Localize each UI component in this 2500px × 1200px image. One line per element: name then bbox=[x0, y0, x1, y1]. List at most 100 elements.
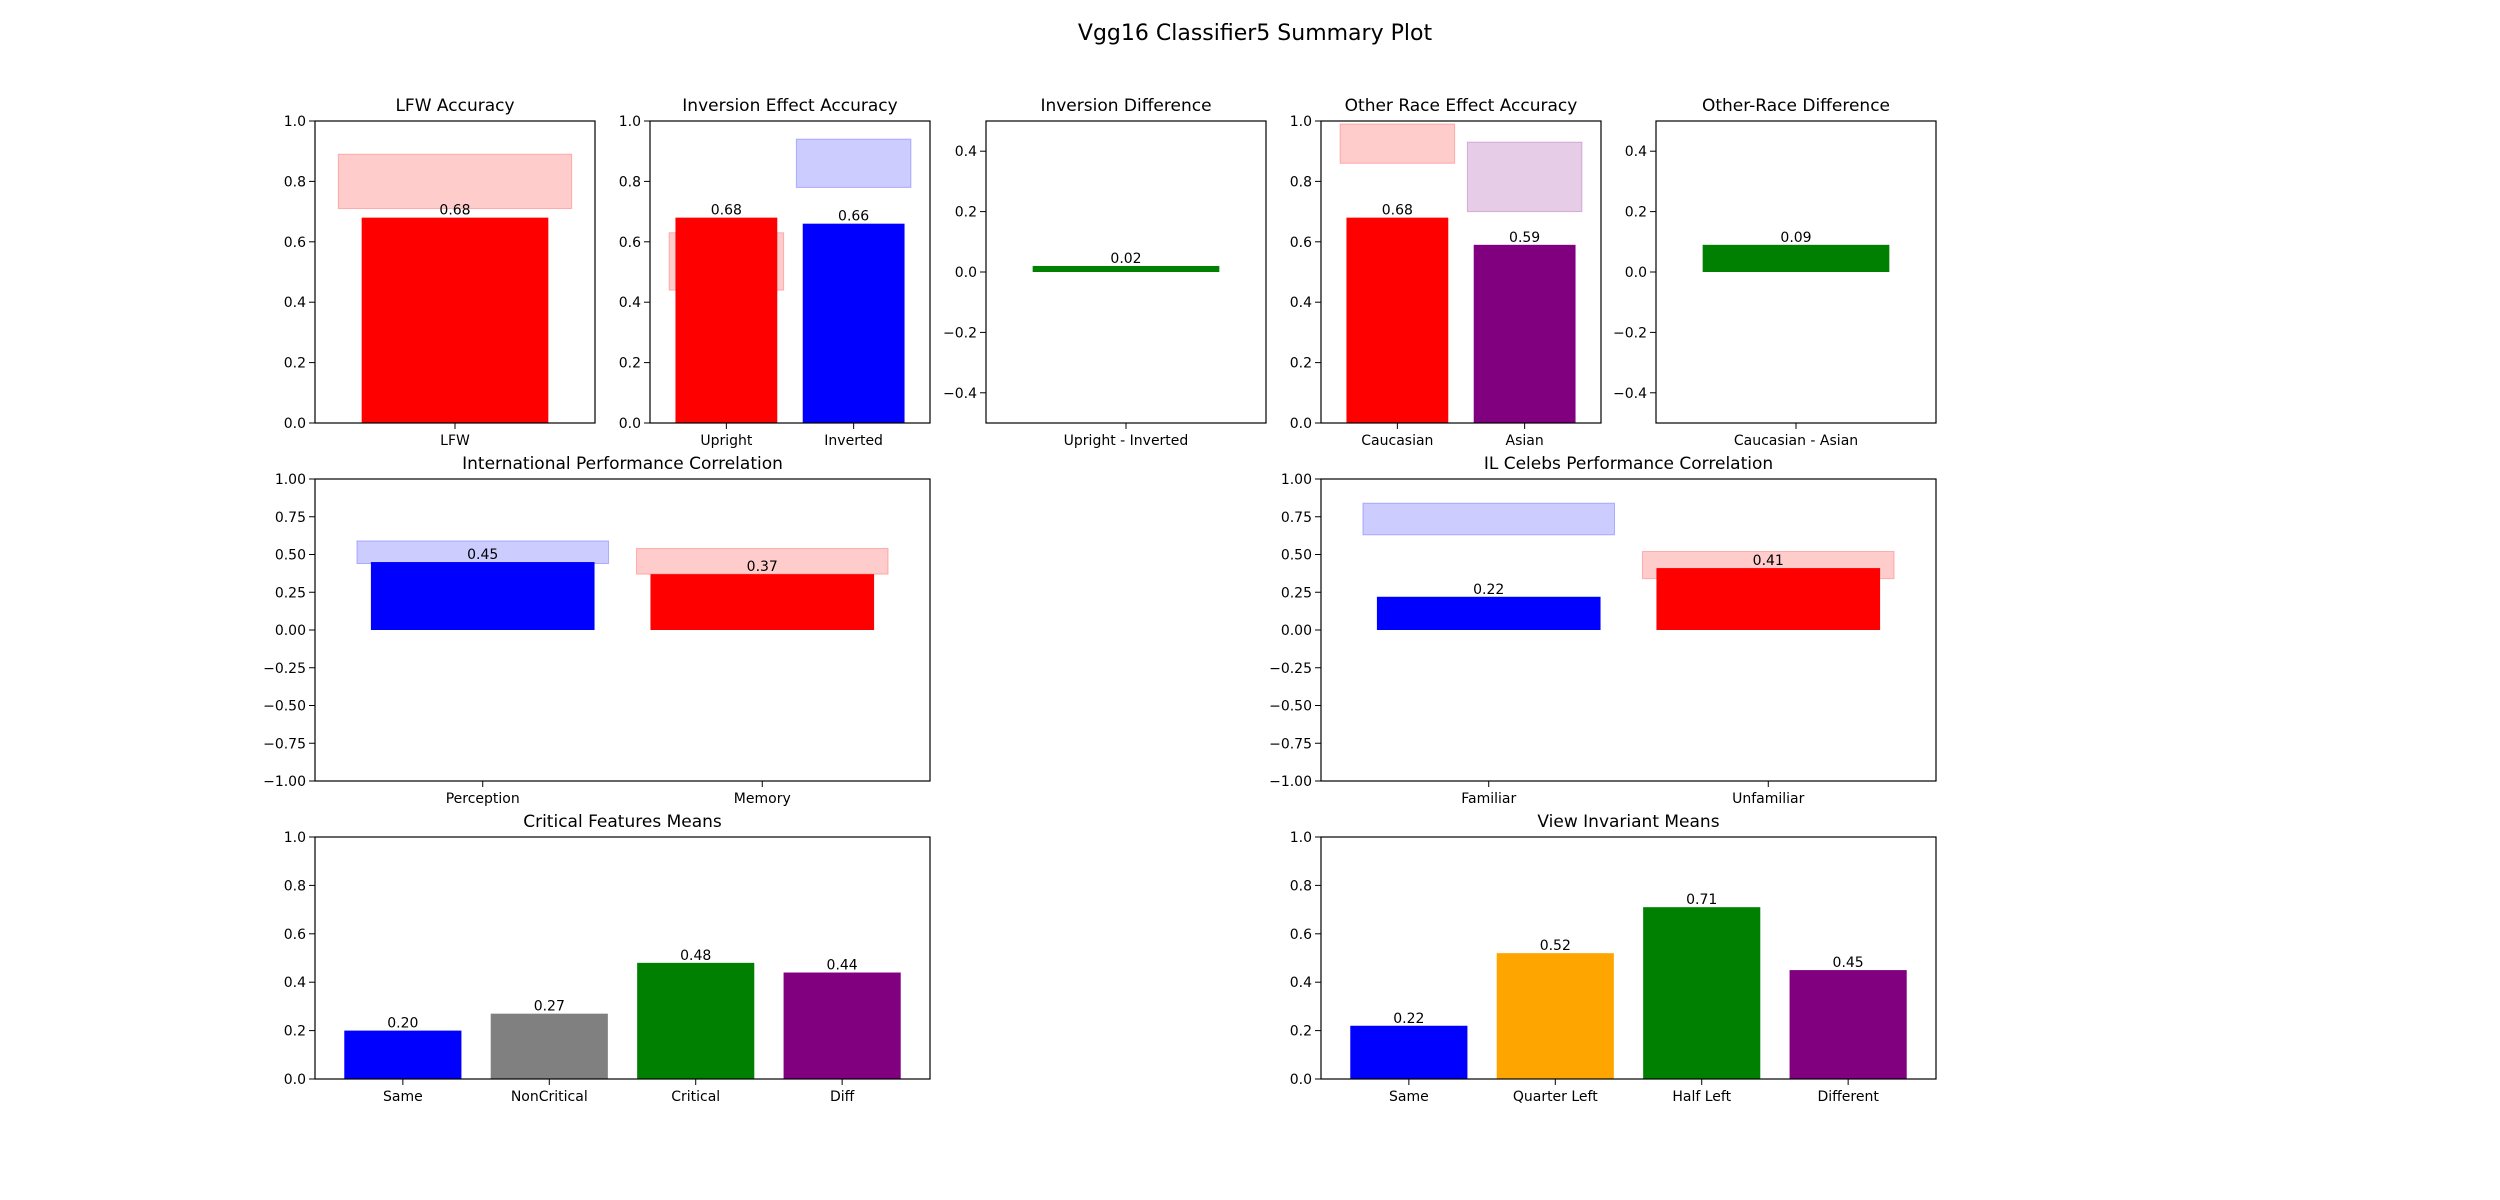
other-race-diff-ytick-label: 0.0 bbox=[1625, 265, 1647, 281]
il-celebs-bar-familiar bbox=[1376, 596, 1601, 630]
view-invariant-title: View Invariant Means bbox=[1537, 812, 1719, 832]
lfw-ytick-label: 0.8 bbox=[284, 174, 306, 190]
other-race-diff-ytick-label: 0.4 bbox=[1625, 144, 1647, 160]
other-race-range-band-0 bbox=[1339, 123, 1456, 164]
critical-ytick-label: 1.0 bbox=[284, 830, 306, 846]
intl-corr-value-label-memory: 0.37 bbox=[747, 559, 778, 575]
chart-panels: LFW Accuracy 0.68 0.0 0.2 0.4 0.6 0.8 1.0 LFW Inv… bbox=[263, 96, 1937, 1105]
critical-value-label-critical: 0.48 bbox=[680, 948, 711, 964]
inversion-ytick-label: 0.2 bbox=[619, 356, 641, 372]
other-race-ytick-label: 0.8 bbox=[1290, 174, 1312, 190]
intl-corr-ytick-label: 0.00 bbox=[275, 623, 306, 639]
intl-corr-value-label-perception: 0.45 bbox=[467, 547, 498, 563]
view-invariant-xtick-label-same: Same bbox=[1389, 1089, 1429, 1105]
view-invariant-value-label-same: 0.22 bbox=[1393, 1011, 1424, 1027]
view-invariant-bar-same bbox=[1350, 1025, 1468, 1079]
other-race-diff-value-label-caucasian-asian: 0.09 bbox=[1780, 230, 1811, 246]
inversion-ytick-label: 0.6 bbox=[619, 235, 641, 251]
other-race-diff-ytick-label: −0.4 bbox=[1613, 386, 1647, 402]
inversion-diff-xtick-label-upright-inverted: Upright - Inverted bbox=[1064, 433, 1189, 449]
lfw-range-band-0 bbox=[337, 153, 573, 210]
lfw-xtick-label-lfw: LFW bbox=[440, 433, 470, 449]
view-invariant-ytick-label: 0.8 bbox=[1290, 878, 1312, 894]
other-race-ytick-label: 0.4 bbox=[1290, 295, 1312, 311]
view-invariant-bar-half-left bbox=[1643, 907, 1761, 1079]
critical-ytick-label: 0.0 bbox=[284, 1072, 306, 1088]
other-race-diff-chart: Other-Race Difference 0.09 −0.4 −0.2 0.0 0.2 0… bbox=[1613, 96, 1937, 449]
other-race-ytick-label: 0.0 bbox=[1290, 416, 1312, 432]
il-celebs-ytick-label: 0.00 bbox=[1281, 623, 1312, 639]
view-invariant-bar-quarter-left bbox=[1496, 953, 1614, 1079]
lfw-ytick-label: 0.6 bbox=[284, 235, 306, 251]
critical-value-label-same: 0.20 bbox=[387, 1016, 418, 1032]
other-race-xtick-label-caucasian: Caucasian bbox=[1361, 433, 1433, 449]
inversion-ytick-label: 1.0 bbox=[619, 114, 641, 130]
inversion-diff-ytick-label: 0.4 bbox=[955, 144, 977, 160]
other-race-diff-xtick-label-caucasian-asian: Caucasian - Asian bbox=[1734, 433, 1858, 449]
il-celebs-range-band-0 bbox=[1362, 502, 1616, 536]
other-race-ytick-label: 1.0 bbox=[1290, 114, 1312, 130]
other-race-diff-ytick-label: 0.2 bbox=[1625, 205, 1647, 221]
inversion-ytick-label: 0.4 bbox=[619, 295, 641, 311]
critical-title: Critical Features Means bbox=[523, 812, 722, 832]
critical-bar-diff bbox=[783, 972, 901, 1079]
inversion-bar-inverted bbox=[802, 223, 905, 423]
critical-xtick-label-same: Same bbox=[383, 1089, 423, 1105]
il-celebs-ytick-label: 0.25 bbox=[1281, 585, 1312, 601]
intl-corr-ytick-label: −0.50 bbox=[263, 699, 306, 715]
inversion-value-label-upright: 0.68 bbox=[711, 203, 742, 219]
intl-corr-title: International Performance Correlation bbox=[462, 454, 783, 474]
critical-chart: Critical Features Means 0.20 0.27 0.48 0.44 0… bbox=[284, 812, 931, 1105]
inversion-diff-ytick-label: 0.2 bbox=[955, 205, 977, 221]
critical-xtick-label-diff: Diff bbox=[830, 1089, 855, 1105]
inversion-xtick-label-upright: Upright bbox=[700, 433, 753, 449]
lfw-ytick-label: 0.2 bbox=[284, 356, 306, 372]
inversion-diff-title: Inversion Difference bbox=[1040, 96, 1211, 116]
lfw-ytick-label: 0.0 bbox=[284, 416, 306, 432]
inversion-chart: Inversion Effect Accuracy 0.68 0.66 0.0 0.2 0… bbox=[619, 96, 931, 449]
inversion-diff-bar-upright-inverted bbox=[1032, 265, 1220, 272]
critical-bar-noncritical bbox=[490, 1013, 608, 1079]
view-invariant-value-label-different: 0.45 bbox=[1833, 955, 1864, 971]
other-race-title: Other Race Effect Accuracy bbox=[1345, 96, 1578, 116]
inversion-diff-value-label-upright-inverted: 0.02 bbox=[1110, 251, 1141, 267]
intl-corr-xtick-label-memory: Memory bbox=[734, 791, 791, 807]
inversion-range-band-1 bbox=[795, 138, 912, 188]
other-race-axes-frame bbox=[1320, 120, 1602, 424]
other-race-bar-caucasian bbox=[1346, 217, 1449, 423]
other-race-diff-title: Other-Race Difference bbox=[1702, 96, 1890, 116]
view-invariant-xtick-label-half-left: Half Left bbox=[1672, 1089, 1731, 1105]
inversion-diff-ytick-label: −0.2 bbox=[943, 325, 977, 341]
il-celebs-ytick-label: −0.25 bbox=[1269, 661, 1312, 677]
il-celebs-xtick-label-unfamiliar: Unfamiliar bbox=[1732, 791, 1805, 807]
intl-corr-xtick-label-perception: Perception bbox=[446, 791, 520, 807]
critical-ytick-label: 0.6 bbox=[284, 927, 306, 943]
intl-corr-chart: International Performance Correlation 0.4… bbox=[263, 454, 931, 807]
other-race-ytick-label: 0.6 bbox=[1290, 235, 1312, 251]
other-race-value-label-asian: 0.59 bbox=[1509, 230, 1540, 246]
other-race-chart: Other Race Effect Accuracy 0.68 0.59 0.0 0.2… bbox=[1290, 96, 1602, 449]
il-celebs-ytick-label: 1.00 bbox=[1281, 472, 1312, 488]
il-celebs-bar-unfamiliar bbox=[1656, 568, 1881, 630]
view-invariant-bar-different bbox=[1789, 970, 1907, 1079]
lfw-value-label-lfw: 0.68 bbox=[439, 203, 470, 219]
intl-corr-ytick-label: 0.75 bbox=[275, 510, 306, 526]
view-invariant-xtick-label-different: Different bbox=[1817, 1089, 1879, 1105]
other-race-xtick-label-asian: Asian bbox=[1506, 433, 1544, 449]
intl-corr-bar-perception bbox=[370, 562, 595, 630]
view-invariant-ytick-label: 1.0 bbox=[1290, 830, 1312, 846]
lfw-chart: LFW Accuracy 0.68 0.0 0.2 0.4 0.6 0.8 1.0 LFW bbox=[284, 96, 596, 449]
intl-corr-ytick-label: 0.25 bbox=[275, 585, 306, 601]
il-celebs-value-label-unfamiliar: 0.41 bbox=[1753, 553, 1784, 569]
other-race-bar-asian bbox=[1473, 244, 1576, 423]
inversion-ytick-label: 0.8 bbox=[619, 174, 641, 190]
intl-corr-ytick-label: 0.50 bbox=[275, 548, 306, 564]
critical-bar-same bbox=[344, 1030, 462, 1079]
lfw-title: LFW Accuracy bbox=[395, 96, 514, 116]
il-celebs-chart: IL Celebs Performance Correlation 0.22 0.4… bbox=[1269, 454, 1937, 807]
critical-ytick-label: 0.2 bbox=[284, 1024, 306, 1040]
view-invariant-ytick-label: 0.2 bbox=[1290, 1024, 1312, 1040]
il-celebs-xtick-label-familiar: Familiar bbox=[1461, 791, 1516, 807]
il-celebs-ytick-label: −0.75 bbox=[1269, 736, 1312, 752]
